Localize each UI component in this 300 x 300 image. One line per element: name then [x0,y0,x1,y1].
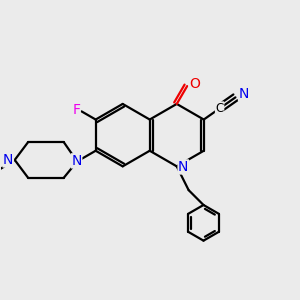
Text: F: F [72,103,80,117]
Text: C: C [215,102,224,115]
Text: N: N [238,87,249,101]
Text: O: O [189,77,200,91]
Text: N: N [3,153,13,167]
Text: N: N [71,154,82,168]
Text: N: N [178,160,188,174]
